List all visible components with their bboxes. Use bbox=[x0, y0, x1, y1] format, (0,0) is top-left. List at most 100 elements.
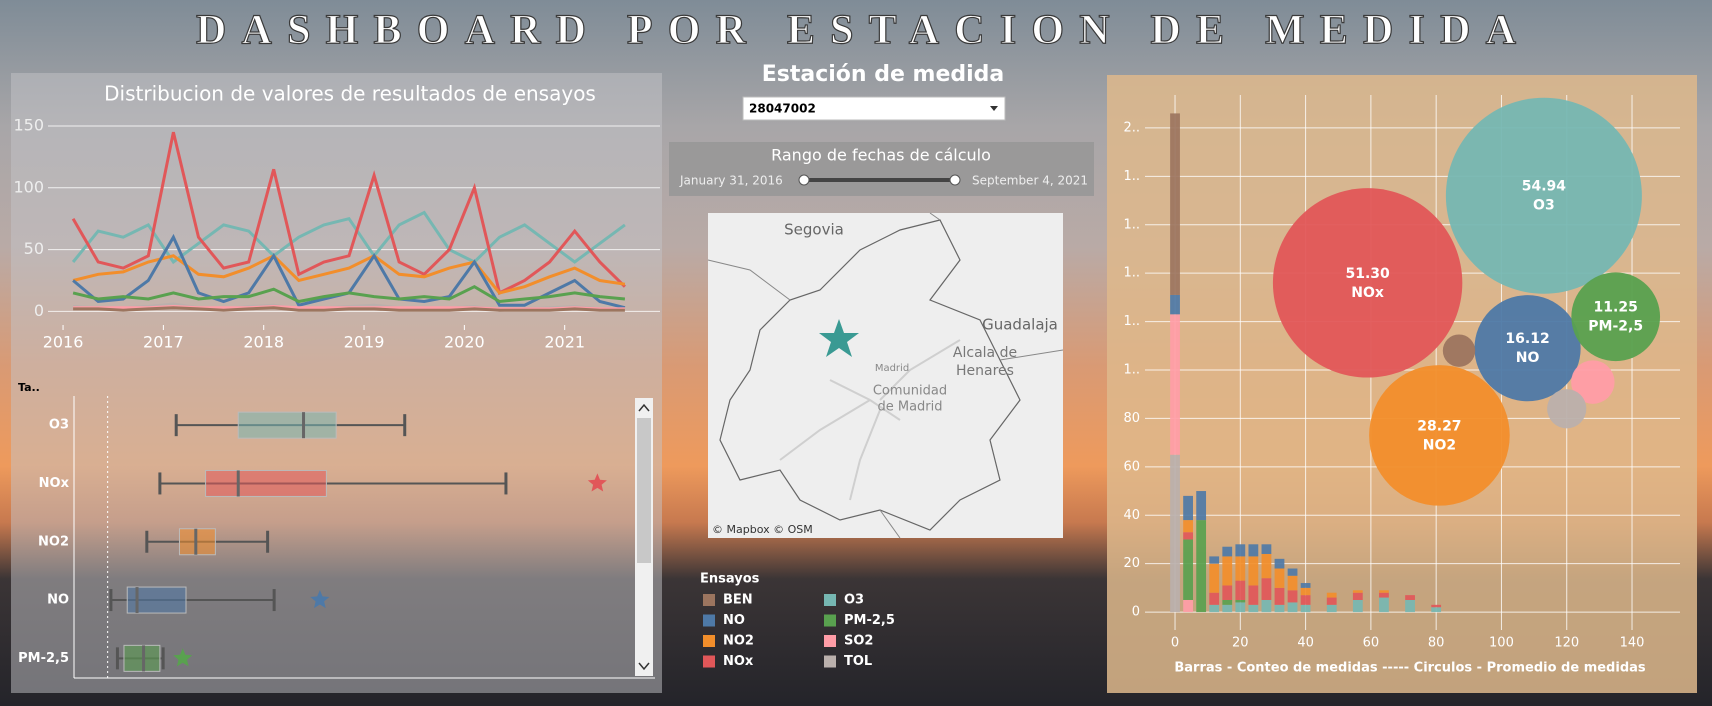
bar-segment bbox=[1235, 544, 1246, 557]
bar-segment bbox=[1222, 599, 1233, 605]
series-line bbox=[72, 284, 626, 304]
bubble-name: NOx bbox=[1351, 285, 1384, 301]
y-tick-label: 150 bbox=[13, 116, 44, 135]
bar-segment bbox=[1248, 585, 1259, 605]
x-tick-label: 20 bbox=[1232, 636, 1249, 651]
bar-segment bbox=[1248, 544, 1259, 557]
scroll-up[interactable] bbox=[638, 403, 650, 412]
map-attribution: © Mapbox © OSM bbox=[712, 523, 813, 536]
x-tick-label: 2016 bbox=[43, 333, 84, 352]
category-label: NOx bbox=[39, 476, 70, 491]
bar-segment bbox=[1222, 604, 1233, 613]
bar-segment bbox=[1274, 587, 1285, 605]
station-label: Estación de medida bbox=[762, 62, 1005, 87]
bar-segment bbox=[1300, 587, 1311, 596]
bar-segment bbox=[1183, 539, 1193, 600]
legend-label: BEN bbox=[723, 593, 753, 608]
legend-label: PM-2,5 bbox=[844, 613, 895, 628]
bar-segment bbox=[1209, 592, 1220, 605]
station-dropdown[interactable] bbox=[742, 96, 1006, 121]
legend-swatch bbox=[824, 614, 836, 627]
map[interactable] bbox=[707, 212, 1064, 539]
bar-segment bbox=[1326, 604, 1337, 613]
bar-segment bbox=[1405, 599, 1415, 613]
bar-segment bbox=[1287, 568, 1298, 576]
bar-segment bbox=[1405, 595, 1415, 600]
legend-label: SO2 bbox=[844, 634, 873, 649]
bar-segment bbox=[1235, 580, 1246, 600]
legend-label: O3 bbox=[844, 593, 864, 608]
y-tick-label: 0 bbox=[1132, 605, 1140, 620]
bar-segment bbox=[1170, 294, 1180, 315]
bar-segment bbox=[1274, 568, 1285, 588]
box bbox=[205, 469, 327, 497]
chart-title: Distribucion de valores de resultados de… bbox=[104, 82, 596, 106]
x-tick-label: 2020 bbox=[444, 333, 485, 352]
legend-swatch bbox=[703, 594, 715, 606]
bar-segment bbox=[1274, 604, 1285, 613]
legend-swatch bbox=[703, 655, 715, 668]
bar-segment bbox=[1209, 556, 1220, 564]
station-marker[interactable] bbox=[819, 319, 859, 357]
range-handle-start[interactable] bbox=[798, 174, 810, 186]
bar-segment bbox=[1248, 556, 1259, 586]
bar-segment bbox=[1379, 597, 1389, 613]
legend-label: NO bbox=[723, 613, 745, 628]
bubble-name: O3 bbox=[1533, 198, 1555, 214]
bar-segment bbox=[1287, 575, 1298, 591]
bar-segment bbox=[1300, 604, 1311, 613]
category-label: NO2 bbox=[38, 534, 69, 549]
bar-segment bbox=[1196, 520, 1207, 613]
bar-segment bbox=[1287, 602, 1298, 613]
x-axis-label: Barras - Conteo de medidas ----- Circulo… bbox=[1174, 661, 1646, 676]
range-label: Rango de fechas de cálculo bbox=[771, 146, 991, 165]
x-tick-label: 140 bbox=[1620, 636, 1645, 651]
bar-segment bbox=[1326, 597, 1337, 605]
scrollbar-thumb[interactable] bbox=[637, 418, 651, 563]
bar-segment bbox=[1235, 602, 1246, 613]
y-tick-label: 1.. bbox=[1123, 314, 1140, 329]
left-panel bbox=[11, 73, 662, 693]
map-roads bbox=[707, 212, 1064, 539]
bar-segment bbox=[1222, 585, 1233, 600]
map-label: de Madrid bbox=[877, 400, 942, 415]
bar-segment bbox=[1183, 520, 1193, 533]
y-tick-label: 1.. bbox=[1123, 169, 1140, 184]
y-tick-label: 1.. bbox=[1123, 266, 1140, 281]
map-label: Alcala de bbox=[953, 345, 1017, 361]
bar-segment bbox=[1274, 558, 1285, 569]
legend-swatch bbox=[703, 614, 715, 627]
bar-segment bbox=[1300, 583, 1311, 588]
dropdown-arrow[interactable] bbox=[990, 106, 998, 111]
series-line bbox=[73, 306, 625, 312]
range-handle-end[interactable] bbox=[949, 174, 961, 186]
bar-segment bbox=[1379, 592, 1389, 598]
legend-label: TOL bbox=[844, 654, 872, 669]
bubble bbox=[1571, 272, 1661, 362]
scroll-down[interactable] bbox=[638, 662, 650, 671]
column-header: Ta.. bbox=[18, 381, 40, 394]
series-line bbox=[71, 131, 626, 296]
bar-segment bbox=[1431, 607, 1442, 613]
bar-segment bbox=[1196, 491, 1207, 521]
bar-segment bbox=[1209, 604, 1220, 613]
x-tick-label: 0 bbox=[1171, 636, 1179, 651]
bar-segment bbox=[1261, 553, 1272, 579]
bar-segment bbox=[1261, 599, 1272, 613]
outlier bbox=[173, 648, 193, 667]
range-start: January 31, 2016 bbox=[679, 174, 783, 188]
x-tick-label: 2018 bbox=[243, 333, 284, 352]
bar-segment bbox=[1379, 590, 1389, 593]
bar-segment bbox=[1170, 454, 1180, 613]
bar-segment bbox=[1248, 604, 1259, 613]
category-label: PM-2,5 bbox=[18, 651, 69, 666]
bubble-name: PM-2,5 bbox=[1588, 319, 1643, 335]
bubble-name: NO2 bbox=[1423, 437, 1456, 453]
legend-swatch bbox=[824, 655, 836, 668]
legend-title: Ensayos bbox=[700, 572, 760, 587]
outlier bbox=[587, 473, 607, 492]
map-label: Segovia bbox=[784, 221, 844, 239]
x-tick-label: 2019 bbox=[344, 333, 385, 352]
outlier bbox=[310, 590, 330, 609]
x-tick-label: 40 bbox=[1297, 636, 1314, 651]
